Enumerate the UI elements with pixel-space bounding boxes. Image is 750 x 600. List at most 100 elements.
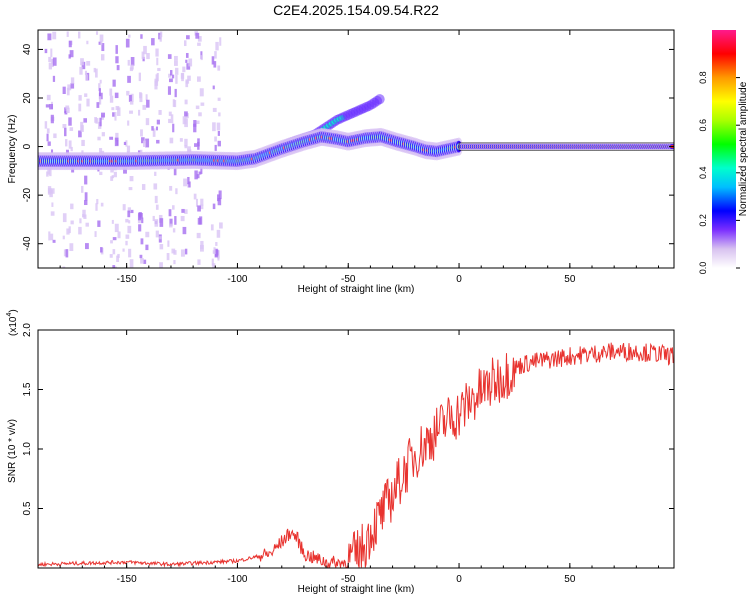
spectrogram-noise-cell — [53, 133, 57, 139]
spectrogram-noise-cell — [140, 258, 144, 264]
spectrogram-noise-cell — [51, 188, 55, 194]
spectrogram-noise-cell — [146, 53, 150, 60]
spectrogram-noise-cell — [100, 247, 103, 253]
spectrogram-noise-cell — [110, 167, 114, 173]
spectrogram-noise-cell — [77, 31, 81, 39]
spectrogram-noise-cell — [78, 130, 82, 138]
spectrogram-noise-cell — [174, 60, 178, 66]
spectrogram-noise-cell — [145, 138, 150, 148]
spectrogram-noise-cell — [168, 118, 171, 124]
spectrogram-noise-cell — [48, 231, 51, 241]
spectrogram-noise-cell — [185, 53, 189, 58]
spectrogram-noise-cell — [63, 249, 67, 257]
spectrogram-noise-cell — [184, 209, 188, 214]
spectrogram-noise-cell — [188, 58, 193, 67]
spectrogram-noise-cell — [154, 171, 157, 176]
spectrogram-noise-cell — [159, 218, 164, 227]
spectrogram-x-axis-label: Height of straight line (km) — [298, 284, 415, 295]
spectrogram-noise-cell — [78, 103, 82, 112]
spectrogram-noise-cell — [217, 197, 222, 206]
spectrogram-noise-cell — [156, 57, 159, 66]
spectrogram-noise-cell — [95, 118, 99, 124]
spectrogram-noise-cell — [50, 114, 54, 124]
spectrogram-noise-cell — [154, 195, 158, 204]
spectrogram-noise-cell — [197, 76, 201, 82]
spectrogram-noise-cell — [48, 56, 52, 63]
spectrogram-noise-cell — [175, 67, 179, 75]
spectrogram-noise-cell — [114, 223, 119, 233]
spectrogram-noise-cell — [170, 70, 173, 76]
spectrogram-noise-cell — [139, 93, 143, 103]
spectrogram-noise-cell — [215, 242, 218, 246]
spectrogram-noise-cell — [195, 32, 200, 39]
spectrogram-noise-cell — [157, 67, 161, 72]
spectrogram-noise-cell — [70, 82, 75, 89]
colorbar-tick-label: 0.4 — [698, 167, 708, 180]
spectrogram-noise-cell — [46, 94, 51, 101]
colorbar-tick-label: 0.8 — [698, 71, 708, 84]
spectrogram-noise-cell — [50, 149, 54, 154]
spectrogram-noise-cell — [154, 219, 159, 227]
spectrogram-noise-cell — [184, 111, 188, 117]
spectrogram-noise-cell — [200, 198, 204, 206]
spectrogram-noise-cell — [66, 107, 70, 114]
spectrogram-noise-cell — [218, 190, 222, 200]
spectrogram-noise-cell — [152, 128, 156, 137]
spectrogram-noise-cell — [156, 72, 159, 82]
spectrogram-panel: -150 -100 -50 0 50 -40 -20 0 20 40 Height of str… — [7, 29, 675, 295]
spectrogram-noise-cell — [81, 139, 85, 147]
spectrogram-noise-cell — [159, 34, 162, 42]
spectrogram-noise-cell — [85, 243, 89, 250]
spectrogram-noise-cell — [96, 102, 100, 108]
spectrogram-noise-cell — [44, 48, 48, 54]
spectrogram-noise-cell — [155, 204, 159, 210]
spectrogram-noise-cell — [168, 111, 172, 116]
spectrogram-noise-cell — [50, 48, 53, 57]
spectrogram-noise-cell — [78, 95, 82, 101]
spectrogram-noise-cell — [78, 226, 82, 235]
spectrogram-noise-cell — [101, 43, 105, 52]
spectrogram-noise-cell — [179, 138, 183, 142]
spectrogram-noise-cell — [174, 88, 177, 98]
snr-scale-label: (x104) — [6, 309, 19, 336]
y-tick-label: -40 — [22, 236, 33, 251]
spectrogram-noise-cell — [140, 34, 143, 39]
spectrogram-noise-cell — [145, 94, 148, 101]
spectrogram-noise-cell — [78, 267, 83, 268]
spectrogram-noise-cell — [129, 175, 134, 182]
spectrogram-noise-cell — [49, 104, 54, 110]
x-tick-label: 0 — [456, 274, 462, 285]
y-tick-label: -20 — [22, 187, 33, 202]
x-tick-label: -150 — [117, 274, 137, 285]
spectrogram-noise-cell — [81, 150, 84, 154]
y-tick-label: 40 — [22, 43, 33, 55]
spectrogram-noise-cell — [94, 231, 97, 238]
spectrogram-noise-cell — [122, 204, 126, 211]
spectrogram-noise-cell — [112, 265, 116, 268]
spectrogram-noise-cell — [69, 127, 74, 131]
spectrogram-noise-cell — [70, 146, 73, 152]
spectrogram-noise-cell — [112, 249, 116, 255]
spectrogram-noise-cell — [84, 200, 88, 206]
spectrogram-noise-cell — [197, 259, 201, 265]
spectrogram-noise-cell — [99, 79, 102, 84]
spectrogram-noise-cell — [81, 185, 84, 193]
spectrogram-noise-cell — [185, 59, 188, 63]
spectrogram-noise-cell — [50, 233, 54, 241]
spectrogram-noise-cell — [145, 244, 149, 251]
spectrogram-noise-cell — [101, 112, 106, 118]
spectrogram-noise-cell — [157, 267, 161, 268]
spectrogram-noise-cell — [138, 224, 142, 232]
spectrogram-noise-cell — [46, 133, 49, 142]
spectrogram-noise-cell — [45, 104, 50, 108]
spectrogram-noise-cell — [212, 107, 217, 112]
spectrogram-noise-cell — [200, 55, 203, 61]
spectrogram-noise-cell — [171, 248, 176, 254]
spectrogram-noise-cell — [66, 87, 70, 96]
spectrogram-noise-cell — [116, 65, 120, 71]
spectrogram-noise-cell — [84, 93, 88, 97]
spectrogram-noise-cell — [125, 234, 130, 239]
spectrogram-noise-cell — [211, 56, 215, 65]
y-tick-label: 1.5 — [22, 382, 33, 396]
spectrogram-noise-cell — [175, 75, 178, 84]
